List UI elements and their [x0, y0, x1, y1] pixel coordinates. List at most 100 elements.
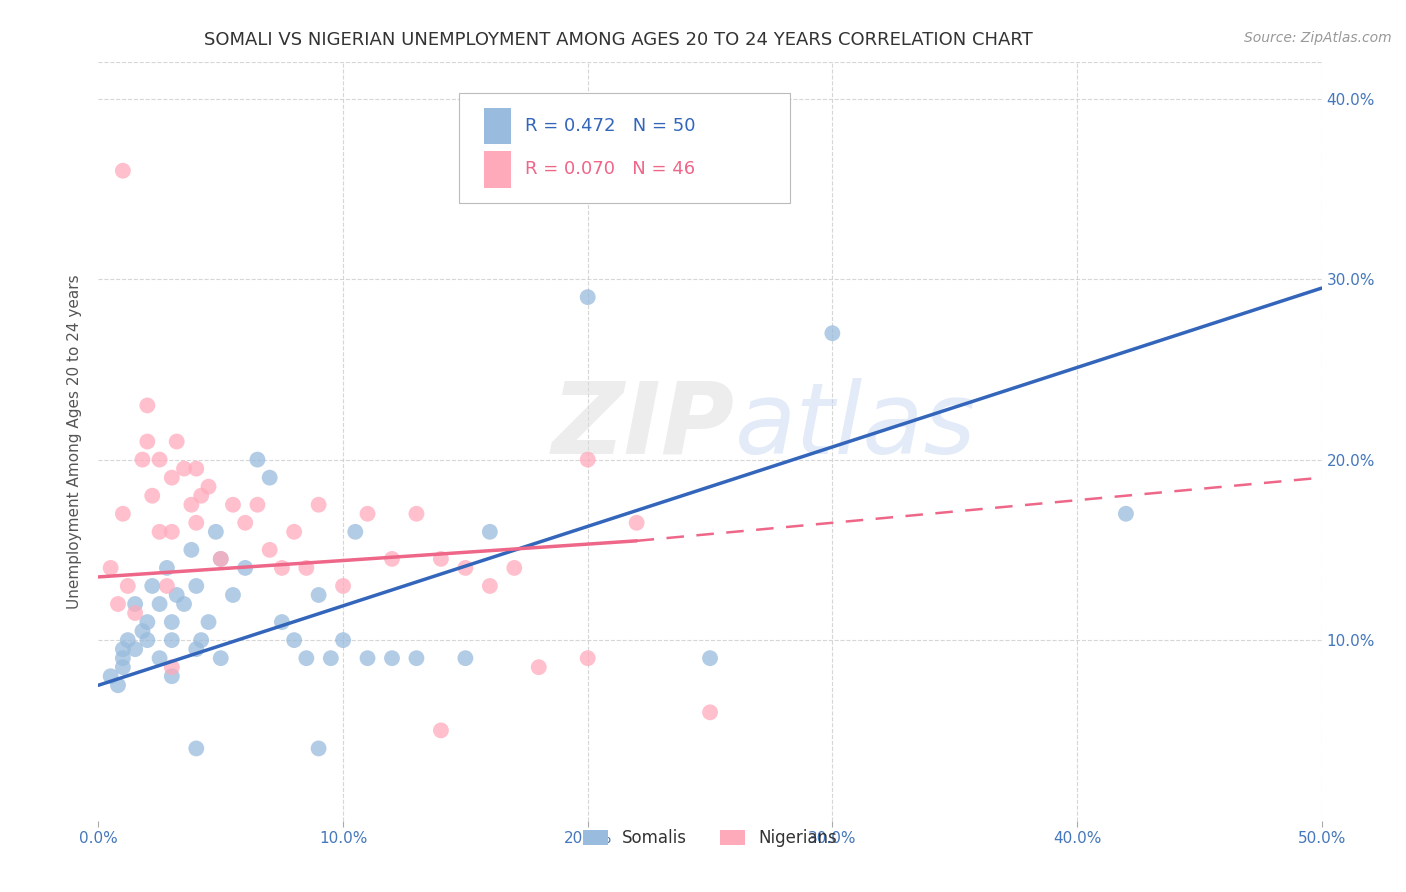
Point: [100, 669, 122, 683]
Point: [186, 516, 208, 530]
Point: [149, 651, 172, 665]
Y-axis label: Unemployment Among Ages 20 to 24 years: Unemployment Among Ages 20 to 24 years: [67, 274, 83, 609]
Point: [141, 579, 163, 593]
Bar: [484, 151, 510, 187]
Point: [209, 552, 232, 566]
Point: [186, 461, 208, 475]
Point: [381, 651, 404, 665]
Point: [430, 723, 453, 738]
Text: SOMALI VS NIGERIAN UNEMPLOYMENT AMONG AGES 20 TO 24 YEARS CORRELATION CHART: SOMALI VS NIGERIAN UNEMPLOYMENT AMONG AG…: [204, 31, 1033, 49]
Point: [319, 651, 342, 665]
Point: [124, 606, 146, 620]
Point: [222, 588, 245, 602]
Point: [283, 633, 305, 648]
Point: [308, 498, 330, 512]
Point: [295, 651, 318, 665]
Point: [405, 651, 427, 665]
Text: atlas: atlas: [734, 378, 976, 475]
Point: [190, 489, 212, 503]
Point: [246, 498, 269, 512]
Point: [131, 452, 153, 467]
Point: [576, 651, 599, 665]
Point: [160, 615, 183, 629]
Point: [107, 678, 129, 692]
Point: [186, 579, 208, 593]
Point: [503, 561, 526, 575]
Point: [166, 588, 188, 602]
Point: [136, 633, 159, 648]
Point: [180, 498, 202, 512]
Point: [821, 326, 844, 341]
Point: [295, 561, 318, 575]
Point: [173, 597, 195, 611]
Point: [111, 507, 134, 521]
Point: [160, 660, 183, 674]
Point: [356, 507, 378, 521]
Text: R = 0.070   N = 46: R = 0.070 N = 46: [526, 161, 696, 178]
Point: [156, 561, 179, 575]
Point: [233, 561, 256, 575]
Point: [626, 516, 648, 530]
Point: [454, 651, 477, 665]
Point: [173, 461, 195, 475]
Point: [124, 642, 146, 657]
Point: [270, 561, 294, 575]
Point: [190, 633, 212, 648]
Point: [270, 615, 294, 629]
Point: [527, 660, 550, 674]
Point: [209, 651, 232, 665]
Point: [160, 669, 183, 683]
Point: [156, 579, 179, 593]
Bar: [484, 108, 510, 145]
Point: [160, 470, 183, 484]
Point: [111, 163, 134, 178]
Point: [136, 615, 159, 629]
Point: [205, 524, 228, 539]
Point: [332, 633, 354, 648]
Text: R = 0.472   N = 50: R = 0.472 N = 50: [526, 117, 696, 135]
Point: [430, 552, 453, 566]
Point: [576, 452, 599, 467]
Point: [308, 588, 330, 602]
Point: [131, 624, 153, 639]
Point: [344, 524, 367, 539]
Point: [1115, 507, 1137, 521]
Point: [186, 741, 208, 756]
Point: [197, 615, 219, 629]
Point: [222, 498, 245, 512]
Point: [149, 452, 172, 467]
Point: [124, 597, 146, 611]
Point: [149, 524, 172, 539]
Point: [332, 579, 354, 593]
Point: [149, 597, 172, 611]
Point: [259, 470, 281, 484]
Point: [136, 399, 159, 413]
FancyBboxPatch shape: [460, 93, 790, 202]
Point: [111, 642, 134, 657]
Legend: Somalis, Nigerians: Somalis, Nigerians: [576, 822, 844, 854]
Point: [699, 651, 721, 665]
Point: [478, 579, 501, 593]
Point: [186, 642, 208, 657]
Point: [454, 561, 477, 575]
Point: [107, 597, 129, 611]
Point: [576, 290, 599, 304]
Point: [356, 651, 378, 665]
Point: [180, 542, 202, 557]
Point: [283, 524, 305, 539]
Text: ZIP: ZIP: [551, 378, 734, 475]
Point: [308, 741, 330, 756]
Point: [160, 524, 183, 539]
Point: [246, 452, 269, 467]
Point: [160, 633, 183, 648]
Point: [136, 434, 159, 449]
Point: [478, 524, 501, 539]
Point: [117, 633, 139, 648]
Point: [233, 516, 256, 530]
Text: Source: ZipAtlas.com: Source: ZipAtlas.com: [1244, 31, 1392, 45]
Point: [111, 660, 134, 674]
Point: [209, 552, 232, 566]
Point: [141, 489, 163, 503]
Point: [259, 542, 281, 557]
Point: [699, 706, 721, 720]
